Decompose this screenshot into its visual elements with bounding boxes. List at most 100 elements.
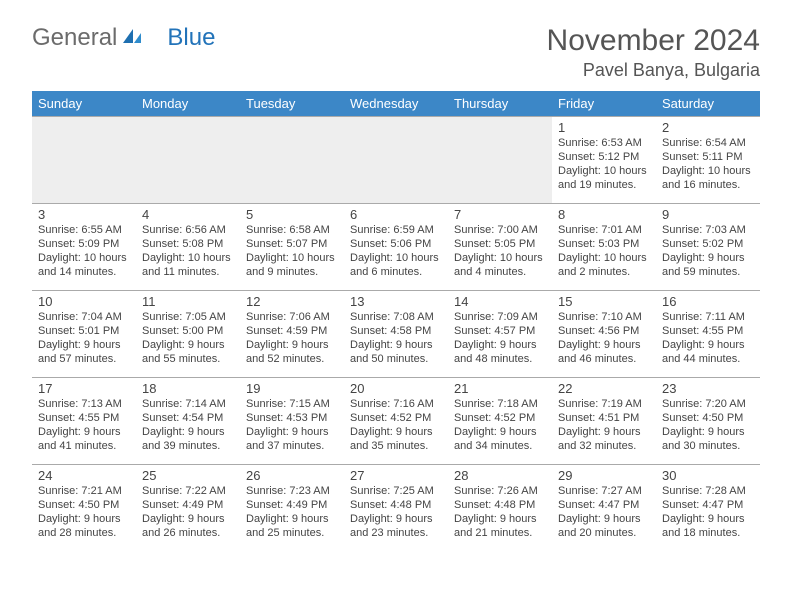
sunset-text: Sunset: 5:09 PM: [38, 238, 130, 252]
sunrise-text: Sunrise: 7:05 AM: [142, 311, 234, 325]
sunset-text: Sunset: 4:50 PM: [662, 412, 754, 426]
empty-cell: [136, 117, 240, 204]
sunset-text: Sunset: 4:52 PM: [350, 412, 442, 426]
weekday-header: Thursday: [448, 91, 552, 117]
calendar-row: 24Sunrise: 7:21 AMSunset: 4:50 PMDayligh…: [32, 465, 760, 552]
day-number: 18: [142, 381, 234, 397]
sunset-text: Sunset: 5:01 PM: [38, 325, 130, 339]
day-number: 30: [662, 468, 754, 484]
sunset-text: Sunset: 5:02 PM: [662, 238, 754, 252]
sunrise-text: Sunrise: 7:10 AM: [558, 311, 650, 325]
day-number: 10: [38, 294, 130, 310]
day-cell: 5Sunrise: 6:58 AMSunset: 5:07 PMDaylight…: [240, 204, 344, 291]
sunset-text: Sunset: 4:54 PM: [142, 412, 234, 426]
day-number: 1: [558, 120, 650, 136]
day-cell: 24Sunrise: 7:21 AMSunset: 4:50 PMDayligh…: [32, 465, 136, 552]
sunset-text: Sunset: 5:00 PM: [142, 325, 234, 339]
day-cell: 1Sunrise: 6:53 AMSunset: 5:12 PMDaylight…: [552, 117, 656, 204]
daylight-text: Daylight: 9 hours and 28 minutes.: [38, 513, 130, 541]
calendar-row: 17Sunrise: 7:13 AMSunset: 4:55 PMDayligh…: [32, 378, 760, 465]
sunrise-text: Sunrise: 7:26 AM: [454, 485, 546, 499]
day-cell: 16Sunrise: 7:11 AMSunset: 4:55 PMDayligh…: [656, 291, 760, 378]
daylight-text: Daylight: 9 hours and 57 minutes.: [38, 339, 130, 367]
daylight-text: Daylight: 10 hours and 2 minutes.: [558, 252, 650, 280]
daylight-text: Daylight: 10 hours and 14 minutes.: [38, 252, 130, 280]
sunset-text: Sunset: 4:59 PM: [246, 325, 338, 339]
day-number: 13: [350, 294, 442, 310]
day-number: 5: [246, 207, 338, 223]
day-number: 23: [662, 381, 754, 397]
daylight-text: Daylight: 10 hours and 6 minutes.: [350, 252, 442, 280]
day-number: 16: [662, 294, 754, 310]
weekday-header-row: Sunday Monday Tuesday Wednesday Thursday…: [32, 91, 760, 117]
day-number: 21: [454, 381, 546, 397]
day-cell: 19Sunrise: 7:15 AMSunset: 4:53 PMDayligh…: [240, 378, 344, 465]
sunset-text: Sunset: 5:03 PM: [558, 238, 650, 252]
day-number: 12: [246, 294, 338, 310]
day-number: 29: [558, 468, 650, 484]
calendar-row: 10Sunrise: 7:04 AMSunset: 5:01 PMDayligh…: [32, 291, 760, 378]
empty-cell: [448, 117, 552, 204]
sunrise-text: Sunrise: 7:13 AM: [38, 398, 130, 412]
sunset-text: Sunset: 4:55 PM: [38, 412, 130, 426]
day-number: 2: [662, 120, 754, 136]
day-number: 22: [558, 381, 650, 397]
sunset-text: Sunset: 4:48 PM: [350, 499, 442, 513]
daylight-text: Daylight: 9 hours and 55 minutes.: [142, 339, 234, 367]
weekday-header: Sunday: [32, 91, 136, 117]
logo-text-general: General: [32, 24, 117, 52]
day-cell: 11Sunrise: 7:05 AMSunset: 5:00 PMDayligh…: [136, 291, 240, 378]
daylight-text: Daylight: 9 hours and 35 minutes.: [350, 426, 442, 454]
day-number: 14: [454, 294, 546, 310]
sunset-text: Sunset: 4:48 PM: [454, 499, 546, 513]
day-cell: 7Sunrise: 7:00 AMSunset: 5:05 PMDaylight…: [448, 204, 552, 291]
daylight-text: Daylight: 9 hours and 37 minutes.: [246, 426, 338, 454]
day-number: 8: [558, 207, 650, 223]
daylight-text: Daylight: 9 hours and 25 minutes.: [246, 513, 338, 541]
calendar-row: 1Sunrise: 6:53 AMSunset: 5:12 PMDaylight…: [32, 117, 760, 204]
day-cell: 10Sunrise: 7:04 AMSunset: 5:01 PMDayligh…: [32, 291, 136, 378]
day-cell: 3Sunrise: 6:55 AMSunset: 5:09 PMDaylight…: [32, 204, 136, 291]
sunrise-text: Sunrise: 7:20 AM: [662, 398, 754, 412]
sunset-text: Sunset: 4:49 PM: [142, 499, 234, 513]
day-cell: 25Sunrise: 7:22 AMSunset: 4:49 PMDayligh…: [136, 465, 240, 552]
header: General Blue November 2024 Pavel Banya, …: [32, 24, 760, 81]
sunrise-text: Sunrise: 7:03 AM: [662, 224, 754, 238]
sunrise-text: Sunrise: 7:28 AM: [662, 485, 754, 499]
day-number: 6: [350, 207, 442, 223]
day-number: 19: [246, 381, 338, 397]
sunrise-text: Sunrise: 7:23 AM: [246, 485, 338, 499]
day-number: 25: [142, 468, 234, 484]
sunrise-text: Sunrise: 7:08 AM: [350, 311, 442, 325]
day-number: 26: [246, 468, 338, 484]
empty-cell: [344, 117, 448, 204]
weekday-header: Friday: [552, 91, 656, 117]
sunset-text: Sunset: 5:08 PM: [142, 238, 234, 252]
day-cell: 23Sunrise: 7:20 AMSunset: 4:50 PMDayligh…: [656, 378, 760, 465]
title-block: November 2024 Pavel Banya, Bulgaria: [547, 24, 760, 81]
sunrise-text: Sunrise: 7:14 AM: [142, 398, 234, 412]
day-cell: 17Sunrise: 7:13 AMSunset: 4:55 PMDayligh…: [32, 378, 136, 465]
day-cell: 13Sunrise: 7:08 AMSunset: 4:58 PMDayligh…: [344, 291, 448, 378]
sunrise-text: Sunrise: 6:53 AM: [558, 137, 650, 151]
weekday-header: Tuesday: [240, 91, 344, 117]
daylight-text: Daylight: 10 hours and 9 minutes.: [246, 252, 338, 280]
calendar-body: 1Sunrise: 6:53 AMSunset: 5:12 PMDaylight…: [32, 117, 760, 552]
day-cell: 9Sunrise: 7:03 AMSunset: 5:02 PMDaylight…: [656, 204, 760, 291]
daylight-text: Daylight: 9 hours and 30 minutes.: [662, 426, 754, 454]
day-cell: 4Sunrise: 6:56 AMSunset: 5:08 PMDaylight…: [136, 204, 240, 291]
sunset-text: Sunset: 4:56 PM: [558, 325, 650, 339]
sail-icon: [121, 24, 143, 52]
daylight-text: Daylight: 9 hours and 52 minutes.: [246, 339, 338, 367]
day-cell: 30Sunrise: 7:28 AMSunset: 4:47 PMDayligh…: [656, 465, 760, 552]
daylight-text: Daylight: 9 hours and 50 minutes.: [350, 339, 442, 367]
day-number: 27: [350, 468, 442, 484]
empty-cell: [32, 117, 136, 204]
month-title: November 2024: [547, 24, 760, 58]
sunrise-text: Sunrise: 7:19 AM: [558, 398, 650, 412]
day-number: 28: [454, 468, 546, 484]
day-cell: 18Sunrise: 7:14 AMSunset: 4:54 PMDayligh…: [136, 378, 240, 465]
weekday-header: Monday: [136, 91, 240, 117]
day-cell: 26Sunrise: 7:23 AMSunset: 4:49 PMDayligh…: [240, 465, 344, 552]
sunset-text: Sunset: 4:55 PM: [662, 325, 754, 339]
